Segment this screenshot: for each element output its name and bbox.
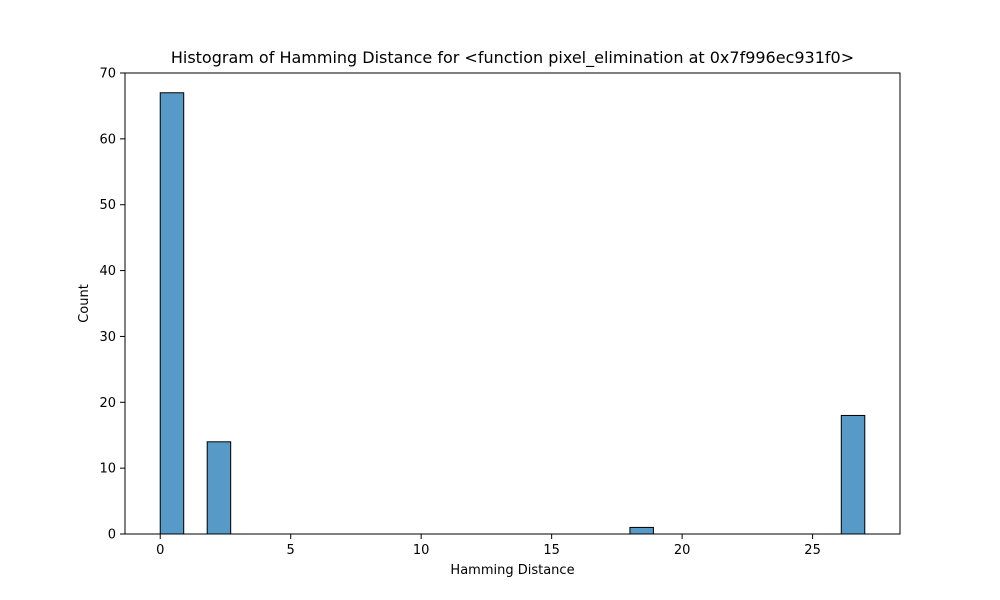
y-tick-label: 0: [108, 528, 116, 543]
y-tick-label: 70: [99, 67, 116, 82]
x-axis-title: Hamming Distance: [450, 563, 574, 578]
y-tick-label: 60: [99, 132, 116, 147]
chart-title: Histogram of Hamming Distance for <funct…: [171, 48, 854, 68]
x-axis-ticks: 0 5 10 15 20 25: [156, 534, 821, 558]
y-axis-ticks: 0 10 20 30 40 50 60 70: [99, 67, 125, 543]
bars-group: [159, 92, 866, 535]
x-tick-label: 10: [413, 543, 430, 558]
histogram-bar: [840, 414, 866, 535]
histogram-bar: [206, 441, 232, 535]
y-tick-label: 30: [99, 330, 116, 345]
y-tick-label: 20: [99, 396, 116, 411]
x-tick-label: 25: [804, 543, 821, 558]
plot-frame: [124, 72, 901, 535]
y-tick-label: 10: [99, 462, 116, 477]
x-tick-label: 15: [543, 543, 560, 558]
y-tick-label: 50: [99, 198, 116, 213]
y-axis-title: Count: [77, 284, 92, 323]
histogram-bar: [629, 526, 654, 535]
x-tick-label: 0: [156, 543, 164, 558]
y-tick-label: 40: [99, 264, 116, 279]
histogram-bar: [159, 92, 185, 535]
x-tick-label: 20: [674, 543, 691, 558]
x-tick-label: 5: [287, 543, 295, 558]
